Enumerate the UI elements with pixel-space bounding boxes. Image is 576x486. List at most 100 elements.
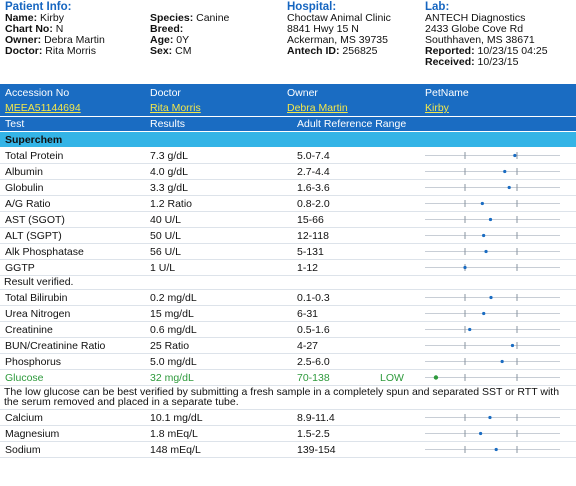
range-graphic xyxy=(425,168,560,175)
test-name: Albumin xyxy=(5,166,43,178)
result-row: Sodium 148 mEq/L 139-154 xyxy=(0,442,576,458)
reference-range: 5-131 xyxy=(297,246,324,258)
result-row: Globulin 3.3 g/dL 1.6-3.6 xyxy=(0,180,576,196)
field-value: N xyxy=(55,23,64,35)
reference-range: 4-27 xyxy=(297,339,319,352)
test-result: 7.3 g/dL xyxy=(150,150,188,162)
field: Received: 10/23/15 xyxy=(425,57,548,68)
test-result: 4.0 g/dL xyxy=(150,166,188,178)
result-dot xyxy=(513,153,517,158)
column-header: Accession No xyxy=(5,87,70,99)
result-dot xyxy=(482,311,486,315)
test-result: 3.3 g/dL xyxy=(150,182,188,194)
section-title: Superchem xyxy=(5,134,63,146)
field-value: 10/23/15 xyxy=(477,56,519,68)
result-dot xyxy=(468,327,472,331)
test-name: Phosphorus xyxy=(5,355,62,368)
address-line: 2433 Globe Cove Rd xyxy=(425,23,524,35)
test-name: ALT (SGPT) xyxy=(5,230,62,242)
result-row: Calcium 10.1 mg/dL 8.9-11.4 xyxy=(0,410,576,426)
reference-range: 6-31 xyxy=(297,307,319,320)
result-dot xyxy=(503,169,507,174)
field-value: Kirby xyxy=(40,12,64,24)
reference-range: 2.7-4.4 xyxy=(297,166,330,178)
range-graphic xyxy=(425,152,560,159)
result-row: Alk Phosphatase 56 U/L 5-131 xyxy=(0,244,576,260)
column-value: Kirby xyxy=(425,102,449,114)
test-result: 50 U/L xyxy=(150,230,181,242)
range-graphic xyxy=(425,232,560,239)
reference-range: 1.5-2.5 xyxy=(297,427,330,440)
field: Chart No: N xyxy=(5,24,105,35)
range-graphic xyxy=(425,184,560,191)
column-value: MEEA51144694 xyxy=(5,102,81,114)
field-label: Name: xyxy=(5,12,38,24)
range-graphic xyxy=(425,325,560,333)
result-row: AST (SGOT) 40 U/L 15-66 xyxy=(0,212,576,228)
test-result: 5.0 mg/dL xyxy=(150,355,197,368)
reference-range: 1-12 xyxy=(297,262,319,274)
field-label: Species: xyxy=(150,12,194,24)
test-name: Sodium xyxy=(5,443,41,456)
field-value: 0Y xyxy=(176,34,190,46)
test-result: 0.2 mg/dL xyxy=(150,291,197,304)
test-result: 15 mg/dL xyxy=(150,307,194,320)
field: Sex: CM xyxy=(150,46,229,57)
test-result: 148 mEq/L xyxy=(150,443,201,456)
test-name: Alk Phosphatase xyxy=(5,246,84,258)
column-header: Owner xyxy=(287,87,318,99)
result-row: BUN/Creatinine Ratio 25 Ratio 4-27 xyxy=(0,338,576,354)
range-graphic xyxy=(425,293,560,301)
field-value: Canine xyxy=(196,12,230,24)
field-value: Debra Martin xyxy=(44,34,105,46)
note: The low glucose can be best verified by … xyxy=(0,386,576,410)
reference-range: 1.6-3.6 xyxy=(297,182,330,194)
result-row: Urea Nitrogen 15 mg/dL 6-31 xyxy=(0,306,576,322)
test-result: 25 Ratio xyxy=(150,339,190,352)
test-result: 32 mg/dL xyxy=(150,371,194,384)
field: Name: Kirby xyxy=(5,13,105,24)
range-graphic xyxy=(425,357,560,365)
result-row: Albumin 4.0 g/dL 2.7-4.4 xyxy=(0,164,576,180)
field-label: Chart No: xyxy=(5,23,53,35)
test-result: 40 U/L xyxy=(150,214,181,226)
patient-info: Patient Info: Name: Kirby Chart No: N Owner… xyxy=(5,1,105,57)
field-value: Rita Morris xyxy=(45,45,97,57)
address-line: Ackerman, MS 39735 xyxy=(287,34,388,46)
result-dot xyxy=(500,359,504,363)
test-name: Calcium xyxy=(5,411,43,424)
result-row: GGTP 1 U/L 1-12 xyxy=(0,260,576,276)
range-graphic xyxy=(425,200,560,207)
block-title: Hospital: xyxy=(287,1,337,13)
reference-range: 15-66 xyxy=(297,214,324,226)
reference-range: 0.1-0.3 xyxy=(297,291,330,304)
range-graphic xyxy=(425,373,560,381)
result-dot xyxy=(482,233,486,238)
lab-info: Lab: ANTECH Diagnostics 2433 Globe Cove Rd… xyxy=(425,1,548,68)
test-name: GGTP xyxy=(5,262,35,274)
hospital-info: Hospital: Choctaw Animal Clinic 8841 Hwy 1… xyxy=(287,1,391,57)
range-graphic xyxy=(425,445,560,453)
test-result: 1.2 Ratio xyxy=(150,198,193,210)
flag: LOW xyxy=(380,371,404,384)
result-dot xyxy=(489,295,493,299)
result-dot xyxy=(433,374,439,380)
field-label: Antech ID: xyxy=(287,45,340,57)
test-name: AST (SGOT) xyxy=(5,214,65,226)
column-header: Test xyxy=(5,118,25,130)
field-label: Reported: xyxy=(425,45,475,57)
test-name: Urea Nitrogen xyxy=(5,307,71,320)
animal-info: Species: Canine Breed: Age: 0Y Sex: CM xyxy=(150,13,229,57)
address-line: Choctaw Animal Clinic xyxy=(287,12,391,24)
reference-range: 5.0-7.4 xyxy=(297,150,330,162)
note: Result verified. xyxy=(0,276,576,290)
field: Reported: 10/23/15 04:25 xyxy=(425,46,548,57)
field-value: CM xyxy=(175,45,192,57)
range-graphic xyxy=(425,248,560,255)
field-label: Age: xyxy=(150,34,174,46)
result-row: A/G Ratio 1.2 Ratio 0.8-2.0 xyxy=(0,196,576,212)
test-result: 56 U/L xyxy=(150,246,181,258)
field-value: 10/23/15 04:25 xyxy=(477,45,548,57)
test-name: Total Protein xyxy=(5,150,64,162)
